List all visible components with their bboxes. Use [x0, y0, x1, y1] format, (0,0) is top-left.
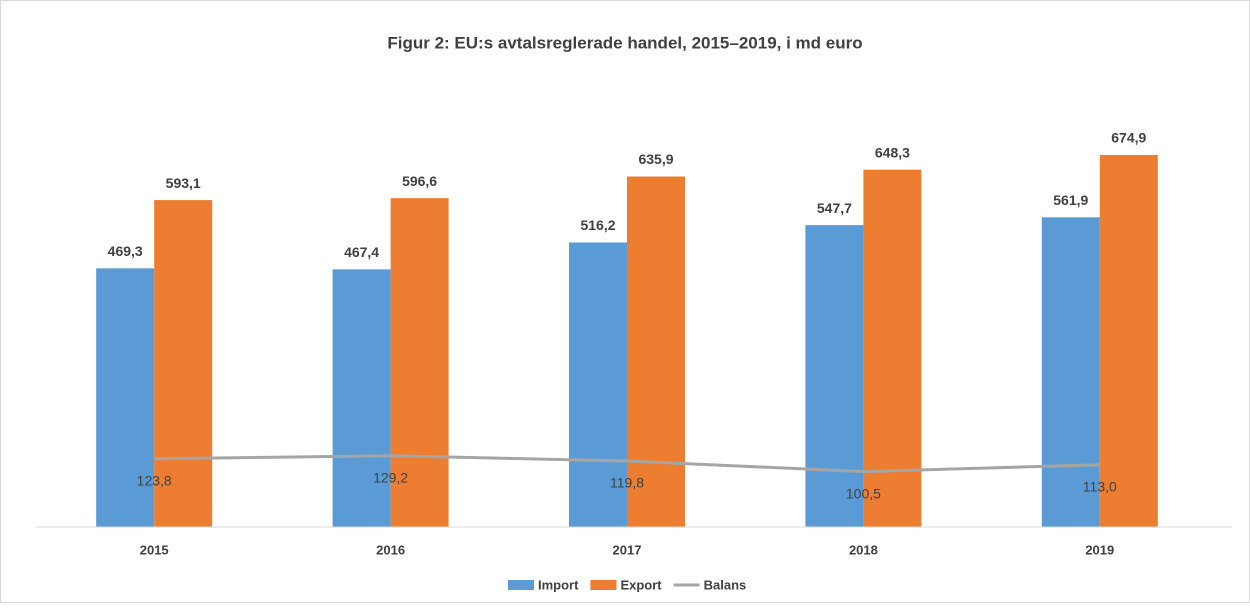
bar [1099, 155, 1158, 527]
data-label: 635,9 [638, 151, 673, 167]
legend-swatch [590, 580, 617, 590]
bar [863, 169, 922, 527]
legend-label: Balans [704, 577, 747, 592]
line-label: 123,8 [137, 472, 172, 488]
data-label: 516,2 [580, 217, 615, 233]
x-tick-label: 2019 [1085, 542, 1114, 557]
data-label: 467,4 [344, 244, 379, 260]
x-tick-label: 2017 [613, 542, 642, 557]
data-label: 547,7 [817, 200, 852, 216]
line-label: 100,5 [846, 485, 881, 501]
data-label: 469,3 [108, 243, 143, 259]
line [154, 454, 1100, 474]
line-label: 113,0 [1083, 478, 1117, 494]
data-label: 596,6 [402, 173, 437, 189]
data-label: 674,9 [1111, 130, 1146, 146]
bar [154, 200, 213, 527]
x-tick-label: 2015 [140, 542, 169, 557]
bar [569, 242, 627, 527]
bar [332, 269, 391, 527]
data-label: 648,3 [875, 144, 910, 160]
x-tick-label: 2016 [376, 542, 405, 557]
chart-title: Figur 2: EU:s avtalsreglerade handel, 20… [387, 33, 862, 52]
data-label: 561,9 [1053, 192, 1088, 208]
bar [627, 176, 685, 527]
legend-label: Import [538, 577, 579, 592]
line-label: 129,2 [373, 469, 408, 485]
bar [805, 225, 864, 527]
bar [1041, 217, 1100, 527]
x-tick-label: 2018 [849, 542, 878, 557]
legend-swatch [508, 580, 534, 590]
bar [96, 268, 155, 527]
legend-label: Export [620, 577, 662, 592]
bar [390, 198, 449, 527]
data-label: 593,1 [166, 175, 201, 191]
line-label: 119,8 [610, 475, 644, 491]
